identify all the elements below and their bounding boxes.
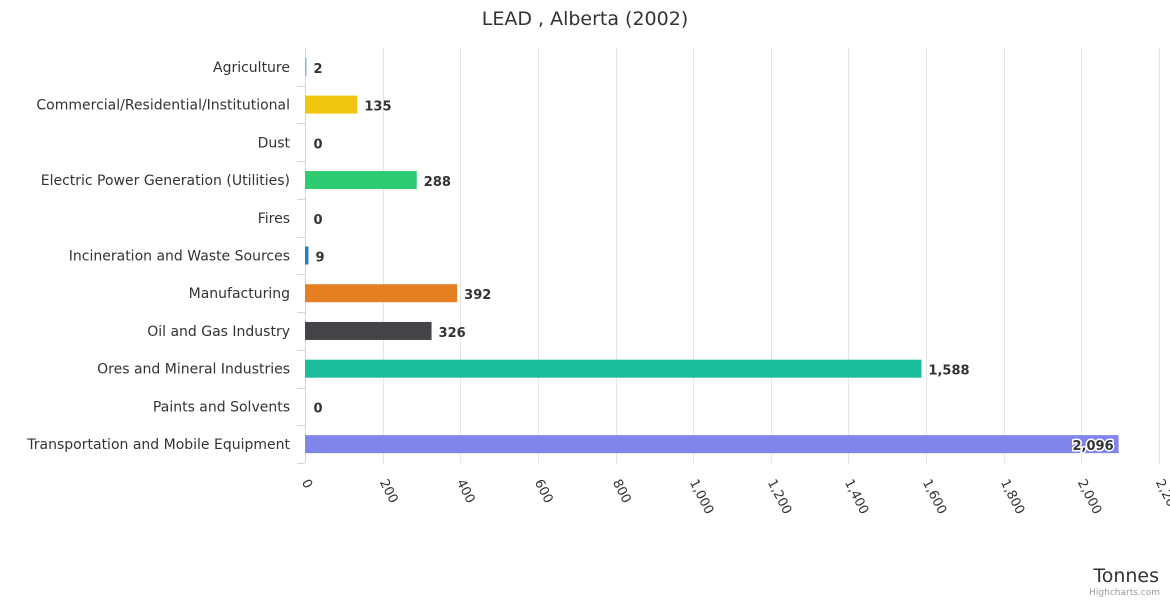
data-label: 326 (439, 326, 466, 341)
category-label: Dust (258, 135, 291, 151)
data-label: 392 (464, 288, 491, 303)
bar-series (305, 57, 1119, 454)
data-label: 1,588 (928, 364, 969, 379)
data-label: 9 (315, 251, 324, 266)
category-label: Commercial/Residential/Institutional (36, 98, 290, 114)
category-label: Transportation and Mobile Equipment (26, 437, 290, 453)
data-label: 0 (314, 137, 323, 152)
tick-label: 1,200 (764, 477, 794, 517)
tick-label: 200 (376, 477, 401, 506)
data-label: 135 (364, 100, 391, 115)
tick-label: 1,600 (919, 477, 949, 517)
tick-label: 0 (298, 477, 315, 491)
category-label: Manufacturing (189, 286, 290, 302)
value-axis-ticks: 0 200 400 600 800 1,000 1,200 1,400 1,600 1,800 2,… (298, 477, 1170, 517)
data-labels: 2 135 0 288 0 9 392 326 1,588 0 2,096 (314, 62, 1116, 456)
bar[interactable] (305, 95, 358, 114)
data-label: 288 (424, 175, 451, 190)
category-label: Oil and Gas Industry (147, 324, 290, 340)
tick-label: 1,000 (686, 477, 716, 517)
category-label: Fires (258, 211, 290, 227)
bar[interactable] (305, 321, 432, 340)
tick-label: 600 (531, 477, 556, 506)
bar[interactable] (305, 359, 922, 378)
data-label: 0 (314, 401, 323, 416)
category-label: Incineration and Waste Sources (69, 249, 290, 265)
tick-label: 1,800 (997, 477, 1027, 517)
value-axis-title: Tonnes (1092, 565, 1159, 587)
bar[interactable] (305, 246, 309, 265)
bar[interactable] (305, 435, 1119, 454)
tick-label: 400 (453, 477, 478, 506)
tick-label: 2,000 (1074, 477, 1104, 517)
data-label: 0 (314, 213, 323, 228)
bar[interactable] (305, 171, 417, 190)
tick-label: 1,400 (841, 477, 871, 517)
chart-title: LEAD , Alberta (2002) (482, 8, 689, 30)
tick-label: 2,200 (1152, 477, 1170, 517)
category-label: Paints and Solvents (153, 399, 290, 415)
bar[interactable] (305, 57, 307, 76)
category-axis: Agriculture Commercial/Residential/Instit… (26, 48, 306, 464)
category-label: Ores and Mineral Industries (97, 362, 290, 378)
data-label: 2,096 (1073, 439, 1114, 454)
data-label: 2 (314, 62, 323, 77)
category-label: Electric Power Generation (Utilities) (41, 173, 290, 189)
category-label: Agriculture (213, 60, 290, 76)
credits-link[interactable]: Highcharts.com (1089, 588, 1160, 598)
grid-lines (383, 48, 1160, 463)
bar[interactable] (305, 284, 458, 303)
tick-label: 800 (609, 477, 634, 506)
